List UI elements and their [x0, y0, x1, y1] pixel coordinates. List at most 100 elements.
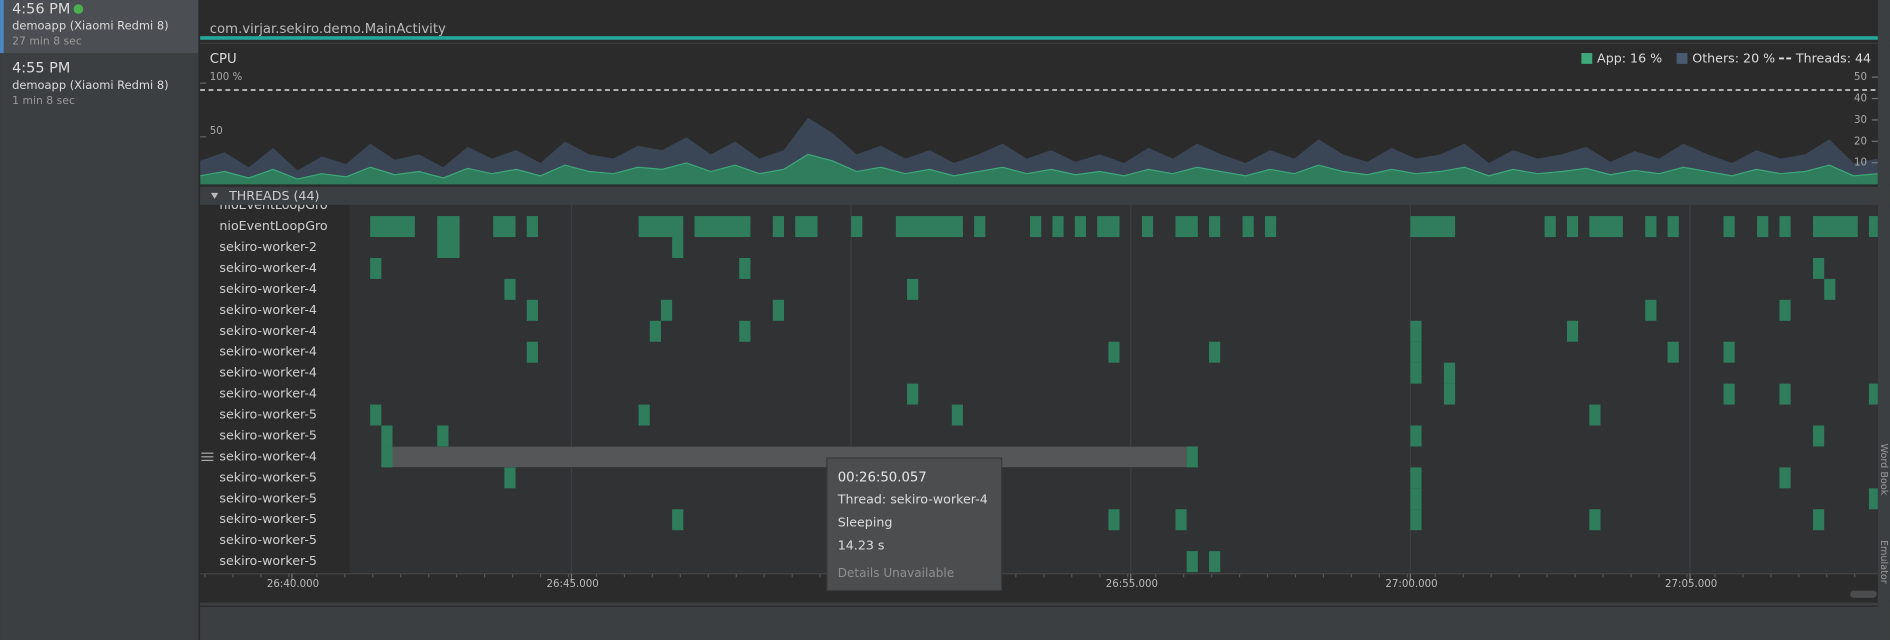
running-state — [1566, 320, 1579, 342]
selected-span — [392, 446, 1187, 468]
running-state — [649, 320, 661, 342]
running-state — [1813, 216, 1858, 238]
running-state — [1566, 216, 1579, 238]
running-state — [795, 216, 818, 238]
y2-tick-label: 30 — [1854, 114, 1867, 126]
cpu-title: CPU — [210, 52, 237, 67]
bottom-bar — [200, 602, 1890, 640]
running-state — [1410, 341, 1422, 363]
running-state — [1779, 299, 1791, 321]
running-state — [1868, 383, 1878, 405]
thread-name: sekiro-worker-5 — [219, 407, 317, 422]
cpu-areas — [200, 117, 1878, 185]
session-time: 4:56 PM — [12, 2, 70, 18]
running-state — [1589, 509, 1601, 531]
running-state — [1779, 467, 1791, 489]
running-state — [1779, 383, 1791, 405]
tool-strip — [1877, 0, 1890, 640]
running-state — [1410, 362, 1422, 384]
session-time: 4:55 PM — [12, 61, 70, 77]
running-state — [660, 299, 673, 321]
selected-session[interactable] — [0, 0, 199, 54]
running-state — [504, 278, 516, 300]
running-state — [672, 237, 684, 258]
app-line — [200, 153, 1878, 180]
cpu-chart[interactable]: 100 % 50 50 40 30 20 10 App: 16 % Others: 20 % Th… — [200, 51, 1878, 185]
thread-name: sekiro-worker-4 — [219, 448, 317, 463]
running-state — [1667, 216, 1679, 238]
running-state — [907, 278, 919, 300]
scrollbar[interactable] — [1850, 590, 1877, 598]
y-tick-label: 50 — [210, 125, 223, 137]
running-state — [739, 320, 751, 342]
legend-label: App: 16 % — [1597, 51, 1662, 66]
session-device: demoapp (Xiaomi Redmi 8) — [12, 78, 168, 92]
running-state — [1209, 216, 1221, 238]
running-state — [772, 299, 784, 321]
x-tick-label: 27:05.000 — [1665, 578, 1717, 590]
thread-name: sekiro-worker-5 — [219, 427, 317, 442]
running-state — [907, 383, 919, 405]
running-state — [1589, 216, 1623, 238]
running-state — [672, 509, 684, 531]
app-area — [200, 154, 1878, 185]
running-state — [1410, 216, 1456, 238]
running-state — [381, 446, 393, 468]
running-state — [1030, 216, 1042, 238]
running-state — [1108, 509, 1120, 531]
running-state — [381, 425, 393, 447]
running-state — [1209, 341, 1221, 363]
running-state — [370, 257, 382, 279]
running-state — [1175, 509, 1187, 531]
running-state — [1723, 383, 1735, 405]
running-state — [951, 404, 963, 426]
running-state — [1410, 425, 1422, 447]
legend-swatch — [1676, 53, 1688, 64]
thread-tracks — [370, 216, 1878, 573]
running-state — [1074, 216, 1086, 238]
running-state — [851, 216, 863, 238]
event-bar — [200, 0, 1890, 37]
others-area — [200, 117, 1878, 180]
running-state — [1667, 341, 1679, 363]
threads-list: nioEventLoopGronioEventLoopGrosekiro-wor… — [219, 197, 1878, 574]
y2-tick-label: 20 — [1854, 135, 1867, 147]
running-state — [739, 257, 751, 279]
running-state — [1544, 216, 1556, 238]
running-state — [1757, 216, 1769, 238]
x-tick-label: 26:45.000 — [547, 578, 599, 590]
collapse-arrow[interactable] — [210, 192, 219, 199]
activity-span[interactable] — [200, 36, 1878, 40]
running-state — [1175, 216, 1198, 238]
running-state — [1813, 509, 1825, 531]
thread-name: sekiro-worker-4 — [219, 386, 317, 401]
thread-name: sekiro-worker-5 — [219, 490, 317, 505]
running-state — [437, 237, 460, 258]
running-state — [1052, 216, 1064, 238]
session-duration: 27 min 8 sec — [12, 35, 82, 48]
running-state — [1443, 383, 1456, 405]
running-state — [370, 216, 415, 238]
y2-tick-label: 10 — [1854, 157, 1867, 169]
running-state — [1108, 341, 1120, 363]
thread-name: sekiro-worker-2 — [219, 239, 317, 254]
running-state — [1242, 216, 1254, 238]
threads-header[interactable] — [200, 186, 1890, 205]
running-state — [1209, 551, 1221, 573]
thread-name: sekiro-worker-5 — [219, 532, 317, 547]
running-state — [526, 299, 538, 321]
tool-tab[interactable]: Word Book — [1878, 444, 1889, 496]
tool-tab[interactable]: Emulator — [1878, 540, 1889, 584]
drag-handle[interactable] — [201, 452, 214, 462]
running-state — [1186, 551, 1198, 573]
legend-swatch — [1581, 53, 1593, 64]
running-state — [370, 404, 382, 426]
thread-name: sekiro-worker-4 — [219, 260, 317, 275]
running-state — [493, 216, 516, 238]
thread-name: sekiro-worker-4 — [219, 365, 317, 380]
running-state — [1645, 299, 1657, 321]
running-state — [1410, 467, 1422, 489]
y2-tick-label: 50 — [1854, 71, 1867, 83]
running-state — [526, 341, 538, 363]
